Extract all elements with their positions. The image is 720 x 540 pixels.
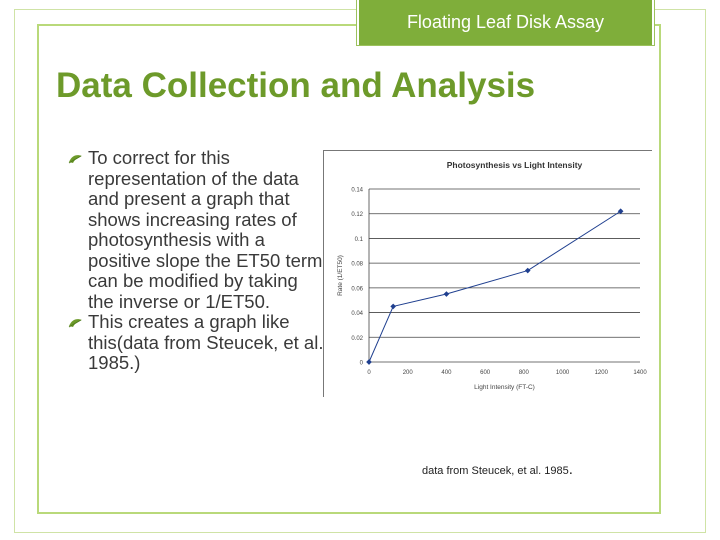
x-tick-label: 1400: [633, 370, 647, 376]
x-tick-label: 800: [519, 370, 530, 376]
series-line: [368, 210, 621, 363]
y-tick-label: 0.06: [351, 286, 363, 292]
bullet-item: To correct for this representation of th…: [68, 147, 326, 312]
bullet-text: This creates a graph like this(data from…: [88, 311, 324, 373]
bullet-list: To correct for this representation of th…: [68, 147, 326, 374]
x-tick-label: 200: [403, 370, 414, 376]
y-tick-label: 0.12: [351, 212, 363, 218]
leaf-arrow-icon: [68, 317, 84, 328]
x-axis-label: Light Intensity (FT-C): [474, 384, 535, 391]
y-tick-label: 0: [360, 361, 364, 367]
x-tick-label: 0: [367, 370, 371, 376]
data-point: [366, 359, 372, 365]
y-tick-label: 0.1: [355, 237, 364, 243]
data-point: [390, 303, 397, 310]
x-tick-label: 1000: [556, 370, 570, 376]
data-point: [443, 291, 450, 297]
y-axis-label: Rate (1/ET50): [337, 255, 344, 296]
caption-period: .: [568, 461, 573, 478]
chart-container: Photosynthesis vs Light Intensity 0 0.02 0.…: [323, 150, 652, 397]
slide-title: Data Collection and Analysis: [56, 66, 536, 105]
header-tab-label: Floating Leaf Disk Assay: [406, 12, 605, 32]
bullet-item: This creates a graph like this(data from…: [68, 311, 326, 374]
x-tick-label: 600: [480, 370, 491, 376]
x-tick-label: 400: [441, 370, 452, 376]
chart-caption: data from Steucek, et al. 1985.: [422, 461, 573, 478]
y-tick-label: 0.04: [351, 311, 363, 317]
chart-title: Photosynthesis vs Light Intensity: [447, 160, 583, 170]
bullet-text: To correct for this representation of th…: [88, 147, 323, 312]
data-point: [617, 208, 624, 215]
data-point: [524, 267, 531, 274]
y-tick-label: 0.02: [351, 336, 363, 342]
x-tick-label: 1200: [595, 370, 609, 376]
chart-svg: Photosynthesis vs Light Intensity 0 0.02 0.…: [337, 160, 647, 391]
y-tick-label: 0.14: [351, 188, 363, 194]
caption-text: data from Steucek, et al. 1985: [422, 465, 569, 477]
header-tab: Floating Leaf Disk Assay: [357, 0, 654, 45]
leaf-arrow-icon: [68, 153, 84, 164]
y-tick-label: 0.08: [351, 262, 363, 268]
